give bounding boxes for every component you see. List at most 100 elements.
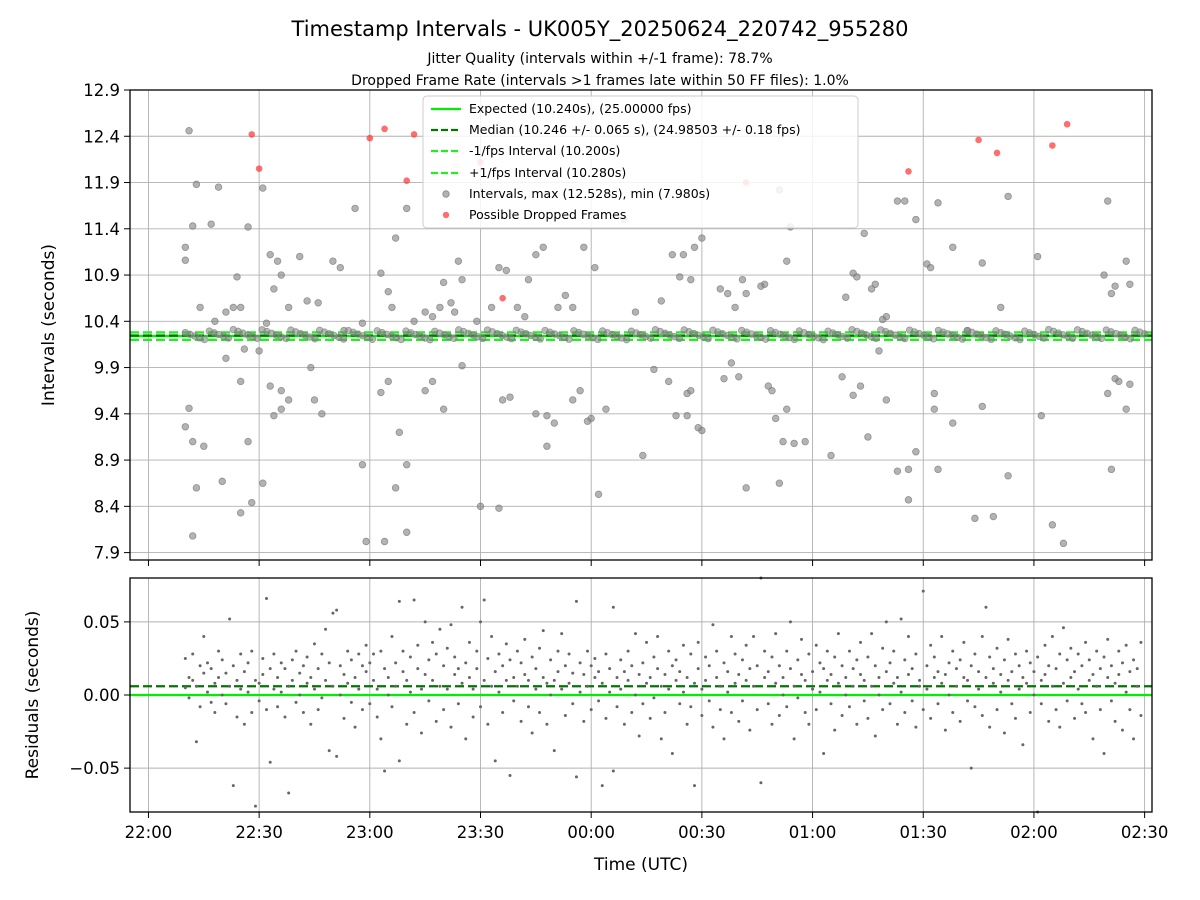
interval-point <box>790 439 798 448</box>
interval-point <box>949 243 957 251</box>
interval-point <box>978 402 986 411</box>
interval-point <box>576 386 584 395</box>
interval-point <box>639 451 647 460</box>
residual-point <box>335 754 339 758</box>
dropped-frame-point <box>403 177 411 184</box>
residual-point <box>408 690 412 694</box>
residual-point <box>888 661 892 665</box>
residual-point <box>984 675 988 679</box>
interval-point <box>1004 192 1012 201</box>
residual-point <box>659 684 663 688</box>
residual-point <box>504 678 508 682</box>
interval-point <box>421 308 429 316</box>
residual-point <box>796 696 800 700</box>
residual-point <box>870 684 874 688</box>
interval-point <box>569 303 577 312</box>
residual-point <box>932 655 936 659</box>
residual-point <box>829 702 833 706</box>
y-tick-label: 8.4 <box>94 497 120 516</box>
residual-point <box>626 678 630 682</box>
interval-point <box>768 386 776 395</box>
interval-point <box>733 335 741 343</box>
residual-point <box>187 696 191 700</box>
residual-point <box>1065 699 1069 703</box>
interval-point <box>447 299 455 307</box>
residual-point <box>729 635 733 638</box>
residual-point <box>501 711 505 715</box>
residual-point <box>870 632 874 636</box>
interval-point <box>248 498 256 507</box>
residual-point <box>335 608 339 612</box>
interval-point <box>218 477 226 486</box>
interval-point <box>428 312 437 321</box>
residual-point <box>814 643 818 647</box>
residual-point <box>980 635 984 638</box>
residual-point <box>475 667 479 671</box>
interval-point <box>506 393 514 401</box>
interval-point <box>277 271 285 279</box>
residual-point <box>1069 675 1073 679</box>
interval-point <box>253 334 261 343</box>
residual-point <box>346 681 350 685</box>
residual-point <box>467 640 471 644</box>
residuals-y-ticks: −0.05 0.00 0.05 <box>69 613 130 778</box>
residual-point <box>704 655 708 659</box>
residual-point <box>191 678 195 682</box>
interval-point <box>487 303 496 312</box>
legend-expected-label: Expected (10.240s), (25.00000 fps) <box>469 101 691 116</box>
interval-point <box>853 273 861 281</box>
residual-point <box>497 690 501 694</box>
interval-point <box>827 451 835 460</box>
residual-point <box>943 728 947 732</box>
residual-point <box>844 675 848 679</box>
residual-point <box>224 702 228 706</box>
residual-point <box>541 675 545 679</box>
residual-point <box>574 775 578 779</box>
residual-point <box>792 684 796 688</box>
interval-point <box>380 537 389 546</box>
dropped-frame-point <box>366 134 374 142</box>
x-axis-label: Time (UTC) <box>593 855 688 875</box>
residual-point <box>490 635 494 638</box>
residual-point <box>416 643 420 647</box>
interval-point <box>391 484 400 492</box>
residual-point <box>1124 690 1128 694</box>
interval-point <box>775 479 784 487</box>
residual-point <box>925 687 929 691</box>
interval-point <box>930 389 939 398</box>
legend-intervals-label: Intervals, max (12.528s), min (7.980s) <box>469 186 710 201</box>
interval-point <box>561 291 570 300</box>
residual-point <box>726 670 730 674</box>
interval-point <box>439 278 448 287</box>
x-tick-label: 22:30 <box>235 823 283 842</box>
residual-point <box>892 681 896 685</box>
residual-point <box>571 702 575 706</box>
residual-point <box>279 661 283 665</box>
interval-point <box>284 303 293 312</box>
intervals-axes-frame <box>129 89 1153 561</box>
residual-point <box>600 784 604 788</box>
residual-point <box>515 649 519 653</box>
interval-point <box>192 180 201 189</box>
residual-point <box>471 715 475 719</box>
residual-point <box>1069 646 1073 650</box>
residual-point <box>1002 658 1006 662</box>
residual-point <box>1006 678 1010 682</box>
residual-point <box>434 719 438 723</box>
interval-point <box>762 335 770 343</box>
interval-point <box>657 297 665 305</box>
residual-point <box>729 711 733 715</box>
residual-point <box>552 749 556 753</box>
interval-point <box>513 303 522 312</box>
residual-point <box>390 635 394 638</box>
residual-point <box>626 649 630 653</box>
residual-point <box>597 699 601 703</box>
residual-point <box>1087 678 1091 682</box>
residual-point <box>774 632 778 636</box>
interval-point <box>690 243 699 251</box>
residual-point <box>261 656 265 660</box>
interval-point <box>214 183 223 191</box>
x-tick-label: 02:30 <box>1121 823 1169 842</box>
interval-point <box>384 287 392 296</box>
residual-point <box>1025 649 1029 653</box>
